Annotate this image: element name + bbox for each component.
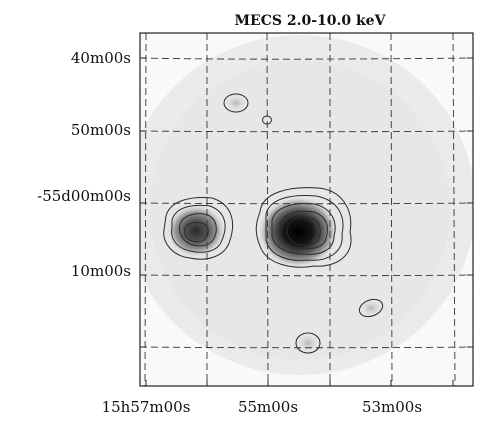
- y-label-10m00s: 10m00s: [71, 262, 131, 280]
- faint-source-bottom: [295, 332, 321, 354]
- plot-title: MECS 2.0-10.0 keV: [235, 13, 387, 29]
- y-label-50m00s: 50m00s: [71, 121, 131, 139]
- contour-lines: [163, 93, 384, 354]
- y-label-40m00s: 40m00s: [71, 49, 131, 67]
- x-label-53m00s: 53m00s: [362, 398, 422, 416]
- y-label-55d00m00s: -55d00m00s: [37, 187, 131, 205]
- x-label-55m00s: 55m00s: [238, 398, 298, 416]
- faint-source-top: [223, 93, 249, 113]
- tick-marks: [140, 57, 473, 386]
- x-label-15h57m00s: 15h57m00s: [102, 398, 191, 416]
- plot-frame: [139, 32, 474, 387]
- left-source: [166, 204, 226, 258]
- faint-source-right: [358, 298, 384, 318]
- y-axis-labels: 40m00s 50m00s -55d00m00s 10m00s: [37, 49, 131, 280]
- image-area: [140, 33, 473, 386]
- x-axis-labels: 15h57m00s 55m00s 53m00s: [102, 398, 422, 416]
- coordinate-grid: [140, 33, 473, 386]
